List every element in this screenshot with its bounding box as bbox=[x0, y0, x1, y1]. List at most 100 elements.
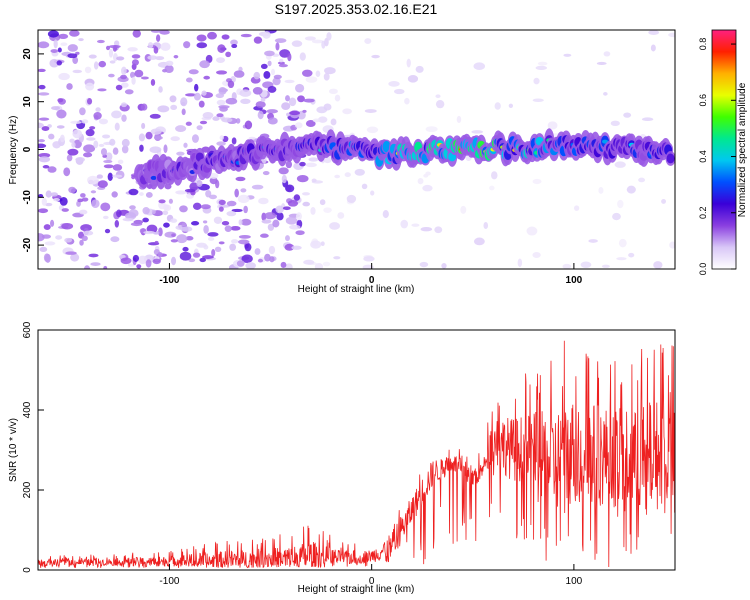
heatmap-cell bbox=[312, 118, 320, 123]
heatmap-cell bbox=[129, 205, 136, 210]
heatmap-cell bbox=[388, 80, 400, 87]
heatmap-cell bbox=[58, 72, 70, 81]
heatmap-cell bbox=[460, 205, 467, 214]
heatmap-cell bbox=[112, 164, 123, 171]
heatmap-cell bbox=[132, 30, 141, 38]
heatmap-cell bbox=[231, 44, 238, 49]
heatmap-cell bbox=[289, 224, 301, 230]
heatmap-cell bbox=[158, 199, 166, 204]
heatmap-cell bbox=[311, 178, 317, 183]
heatmap-cell bbox=[93, 111, 102, 120]
heatmap-cell bbox=[264, 50, 275, 57]
heatmap-cell bbox=[285, 235, 290, 242]
heatmap-cell bbox=[86, 137, 96, 141]
heatmap-cell bbox=[165, 60, 174, 67]
heatmap-cell bbox=[67, 44, 78, 52]
heatmap-cell bbox=[328, 88, 338, 95]
heatmap-cell bbox=[152, 258, 161, 265]
heatmap-x-tick-label: -100 bbox=[159, 275, 179, 286]
heatmap-cell bbox=[108, 44, 121, 49]
heatmap-cell bbox=[537, 61, 548, 66]
heatmap-cell bbox=[628, 252, 635, 258]
heatmap-cell bbox=[120, 82, 129, 88]
heatmap-cell bbox=[407, 75, 419, 83]
heatmap-cell bbox=[225, 97, 238, 105]
heatmap-cell bbox=[53, 39, 58, 49]
heatmap-cell bbox=[225, 51, 232, 58]
heatmap-cells bbox=[38, 30, 675, 269]
heatmap-cell bbox=[650, 44, 656, 52]
heatmap-cell bbox=[573, 205, 580, 211]
heatmap-cell bbox=[193, 92, 201, 101]
heatmap-cell bbox=[404, 97, 410, 105]
heatmap-cell bbox=[169, 95, 177, 103]
heatmap-cell bbox=[483, 221, 489, 230]
heatmap-cell bbox=[235, 118, 241, 124]
heatmap-cell bbox=[203, 224, 209, 234]
heatmap-cell bbox=[243, 205, 248, 214]
snr-y-tick-label: 600 bbox=[22, 321, 33, 338]
heatmap-cell bbox=[84, 66, 92, 74]
heatmap-cell bbox=[41, 126, 50, 131]
snr-y-tick-label: 200 bbox=[22, 481, 33, 498]
heatmap-cell bbox=[115, 84, 123, 91]
heatmap-cell bbox=[176, 234, 188, 244]
heatmap-cell bbox=[261, 219, 272, 224]
heatmap-cell bbox=[267, 60, 272, 67]
heatmap-cell bbox=[253, 71, 261, 80]
heatmap-cell bbox=[196, 180, 203, 188]
heatmap-cell bbox=[96, 39, 105, 44]
heatmap-cell bbox=[158, 227, 163, 237]
heatmap-cell bbox=[517, 258, 523, 268]
heatmap-cell bbox=[38, 143, 47, 149]
heatmap-cell bbox=[81, 119, 89, 124]
heatmap-cell bbox=[120, 102, 127, 108]
heatmap-y-ticks: -20 -10 0 10 20 bbox=[22, 48, 44, 252]
heatmap-cell bbox=[164, 64, 174, 74]
heatmap-cell bbox=[473, 237, 485, 246]
heatmap-cell bbox=[221, 34, 230, 40]
heatmap-cell bbox=[48, 133, 55, 140]
heatmap-cell bbox=[257, 258, 264, 263]
colorbar-bar bbox=[711, 29, 737, 270]
heatmap-cell bbox=[279, 58, 284, 63]
heatmap-cell bbox=[270, 68, 276, 76]
heatmap-cell bbox=[285, 184, 295, 193]
heatmap-cell bbox=[50, 219, 55, 227]
heatmap-cell bbox=[93, 61, 99, 70]
heatmap-cell bbox=[354, 168, 365, 176]
heatmap-x-tick-label: 100 bbox=[566, 275, 583, 286]
heatmap-cell bbox=[229, 243, 237, 251]
heatmap-cell bbox=[441, 263, 447, 269]
heatmap-cell bbox=[117, 159, 124, 165]
heatmap-cell bbox=[533, 77, 540, 85]
heatmap-cell bbox=[77, 198, 84, 203]
heatmap-cell bbox=[253, 36, 263, 44]
heatmap-cell bbox=[318, 116, 328, 123]
heatmap-cell bbox=[661, 198, 667, 204]
heatmap-cell bbox=[258, 197, 269, 205]
heatmap-cell bbox=[295, 230, 305, 236]
heatmap-cell bbox=[598, 187, 604, 194]
heatmap-cell bbox=[267, 117, 278, 125]
heatmap-cell bbox=[199, 257, 206, 263]
heatmap-cell bbox=[323, 72, 330, 81]
heatmap-cell bbox=[57, 47, 62, 53]
heatmap-cell bbox=[60, 134, 65, 143]
heatmap-cell bbox=[196, 242, 207, 248]
heatmap-cell bbox=[49, 58, 60, 68]
heatmap-cell bbox=[150, 175, 157, 180]
heatmap-cell bbox=[141, 122, 146, 129]
heatmap-cell bbox=[653, 261, 663, 269]
heatmap-cell bbox=[93, 140, 99, 149]
heatmap-cell bbox=[129, 71, 136, 79]
heatmap-cell bbox=[58, 33, 69, 40]
heatmap-cell bbox=[212, 116, 220, 121]
heatmap-cell bbox=[532, 178, 542, 185]
heatmap-cell bbox=[128, 209, 139, 218]
heatmap-cell bbox=[311, 39, 324, 44]
heatmap-cell bbox=[183, 142, 188, 148]
heatmap-cell bbox=[215, 179, 220, 189]
heatmap-cell bbox=[494, 102, 501, 110]
heatmap-cell bbox=[203, 75, 210, 80]
